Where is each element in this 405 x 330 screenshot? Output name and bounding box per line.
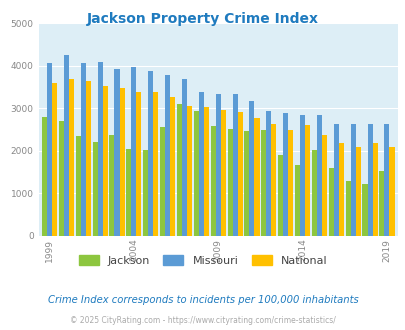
Bar — [119, 88, 124, 236]
Bar — [338, 143, 343, 236]
Bar — [299, 115, 304, 236]
Bar — [131, 67, 136, 236]
Text: Crime Index corresponds to incidents per 100,000 inhabitants: Crime Index corresponds to incidents per… — [47, 295, 358, 305]
Bar — [288, 130, 292, 236]
Bar — [304, 125, 309, 236]
Bar — [193, 111, 198, 236]
Bar — [372, 143, 377, 236]
Bar — [59, 121, 64, 236]
Text: © 2025 CityRating.com - https://www.cityrating.com/crime-statistics/: © 2025 CityRating.com - https://www.city… — [70, 316, 335, 325]
Bar — [210, 126, 215, 236]
Bar — [69, 79, 74, 236]
Bar — [198, 92, 203, 236]
Bar — [102, 86, 107, 236]
Bar — [220, 110, 225, 236]
Bar — [165, 75, 170, 236]
Bar — [321, 135, 326, 236]
Bar — [271, 123, 276, 236]
Bar — [47, 63, 52, 236]
Bar — [170, 97, 175, 236]
Bar — [384, 123, 388, 236]
Bar — [282, 113, 288, 236]
Bar — [136, 92, 141, 236]
Bar — [203, 107, 209, 236]
Bar — [232, 94, 237, 236]
Bar — [227, 129, 232, 236]
Bar — [85, 81, 91, 236]
Bar — [143, 150, 148, 236]
Bar — [126, 149, 131, 236]
Bar — [266, 111, 271, 236]
Bar — [148, 71, 153, 236]
Bar — [328, 168, 333, 236]
Bar — [81, 63, 85, 236]
Bar — [75, 136, 81, 236]
Bar — [109, 135, 114, 236]
Bar — [153, 92, 158, 236]
Bar — [244, 131, 249, 236]
Bar — [355, 147, 360, 236]
Bar — [277, 155, 282, 236]
Bar — [52, 83, 57, 236]
Bar — [294, 165, 299, 236]
Legend: Jackson, Missouri, National: Jackson, Missouri, National — [74, 250, 331, 270]
Bar — [345, 182, 350, 236]
Bar — [42, 117, 47, 236]
Bar — [97, 62, 102, 236]
Bar — [350, 123, 355, 236]
Bar — [388, 147, 394, 236]
Bar — [64, 55, 69, 236]
Bar — [260, 130, 266, 236]
Bar — [181, 79, 187, 236]
Bar — [215, 94, 220, 236]
Bar — [92, 142, 97, 236]
Bar — [316, 115, 321, 236]
Text: Jackson Property Crime Index: Jackson Property Crime Index — [87, 12, 318, 25]
Bar — [311, 150, 316, 236]
Bar — [249, 101, 254, 236]
Bar — [333, 123, 338, 236]
Bar — [114, 69, 119, 236]
Bar — [237, 113, 242, 236]
Bar — [254, 118, 259, 236]
Bar — [367, 123, 372, 236]
Bar — [187, 106, 192, 236]
Bar — [160, 127, 165, 236]
Bar — [177, 104, 181, 236]
Bar — [362, 184, 367, 236]
Bar — [378, 171, 384, 236]
